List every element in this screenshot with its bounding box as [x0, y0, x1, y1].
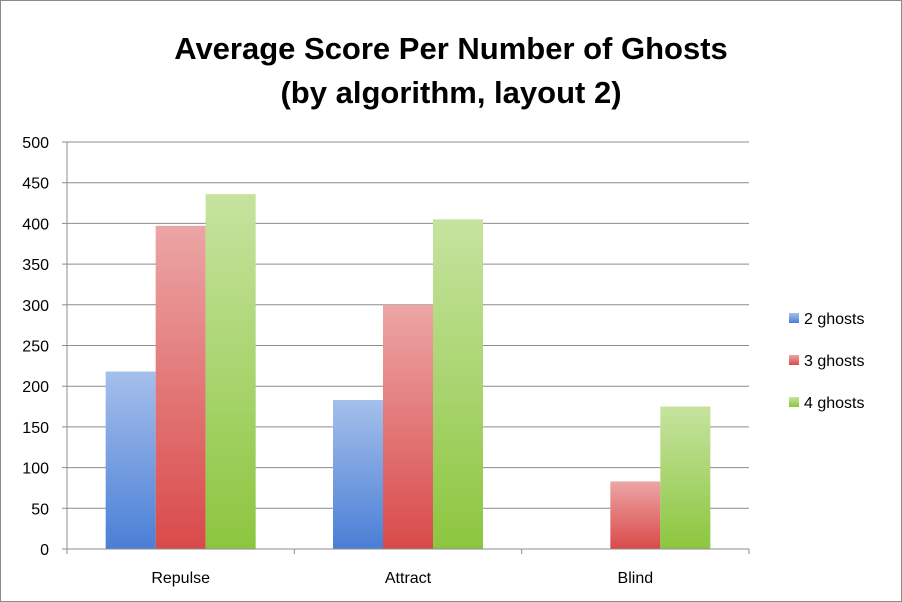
- y-tick-label: 500: [22, 135, 49, 152]
- y-tick-label: 300: [22, 298, 49, 315]
- legend-swatch: [789, 355, 799, 365]
- legend-label: 3 ghosts: [804, 353, 864, 370]
- axes: 0 50 100 150 200 250 300 350 400 450 500 Repulse Att…: [22, 135, 750, 587]
- x-category-label: Repulse: [151, 570, 210, 587]
- x-category-label: Attract: [385, 570, 432, 587]
- bar-2-ghosts-repulse: [105, 371, 156, 549]
- y-tick-label: 250: [22, 339, 49, 356]
- legend-label: 4 ghosts: [804, 395, 864, 412]
- legend-swatch: [789, 397, 799, 407]
- chart-subtitle: (by algorithm, layout 2): [280, 75, 621, 110]
- y-tick-label: 50: [31, 501, 49, 518]
- y-tick-label: 350: [22, 257, 49, 274]
- y-tick-label: 400: [22, 216, 49, 233]
- x-category-label: Blind: [618, 570, 654, 587]
- bar-2-ghosts-attract: [333, 400, 383, 549]
- y-tick-label: 0: [40, 542, 49, 559]
- bars: [105, 194, 711, 550]
- legend: 2 ghosts 3 ghosts 4 ghosts: [789, 311, 864, 412]
- legend-label: 2 ghosts: [804, 311, 864, 328]
- bar-3-ghosts-repulse: [155, 225, 206, 550]
- bar-4-ghosts-attract: [433, 219, 483, 549]
- legend-swatch: [789, 313, 799, 323]
- y-tick-label: 150: [22, 420, 49, 437]
- y-tick-label: 100: [22, 461, 49, 478]
- chart-title: Average Score Per Number of Ghosts: [174, 31, 728, 66]
- bar-3-ghosts-blind: [610, 481, 661, 549]
- bar-4-ghosts-blind: [660, 406, 711, 549]
- y-tick-label: 200: [22, 379, 49, 396]
- bar-3-ghosts-attract: [383, 304, 433, 549]
- y-tick-label: 450: [22, 176, 49, 193]
- bar-4-ghosts-repulse: [205, 194, 256, 549]
